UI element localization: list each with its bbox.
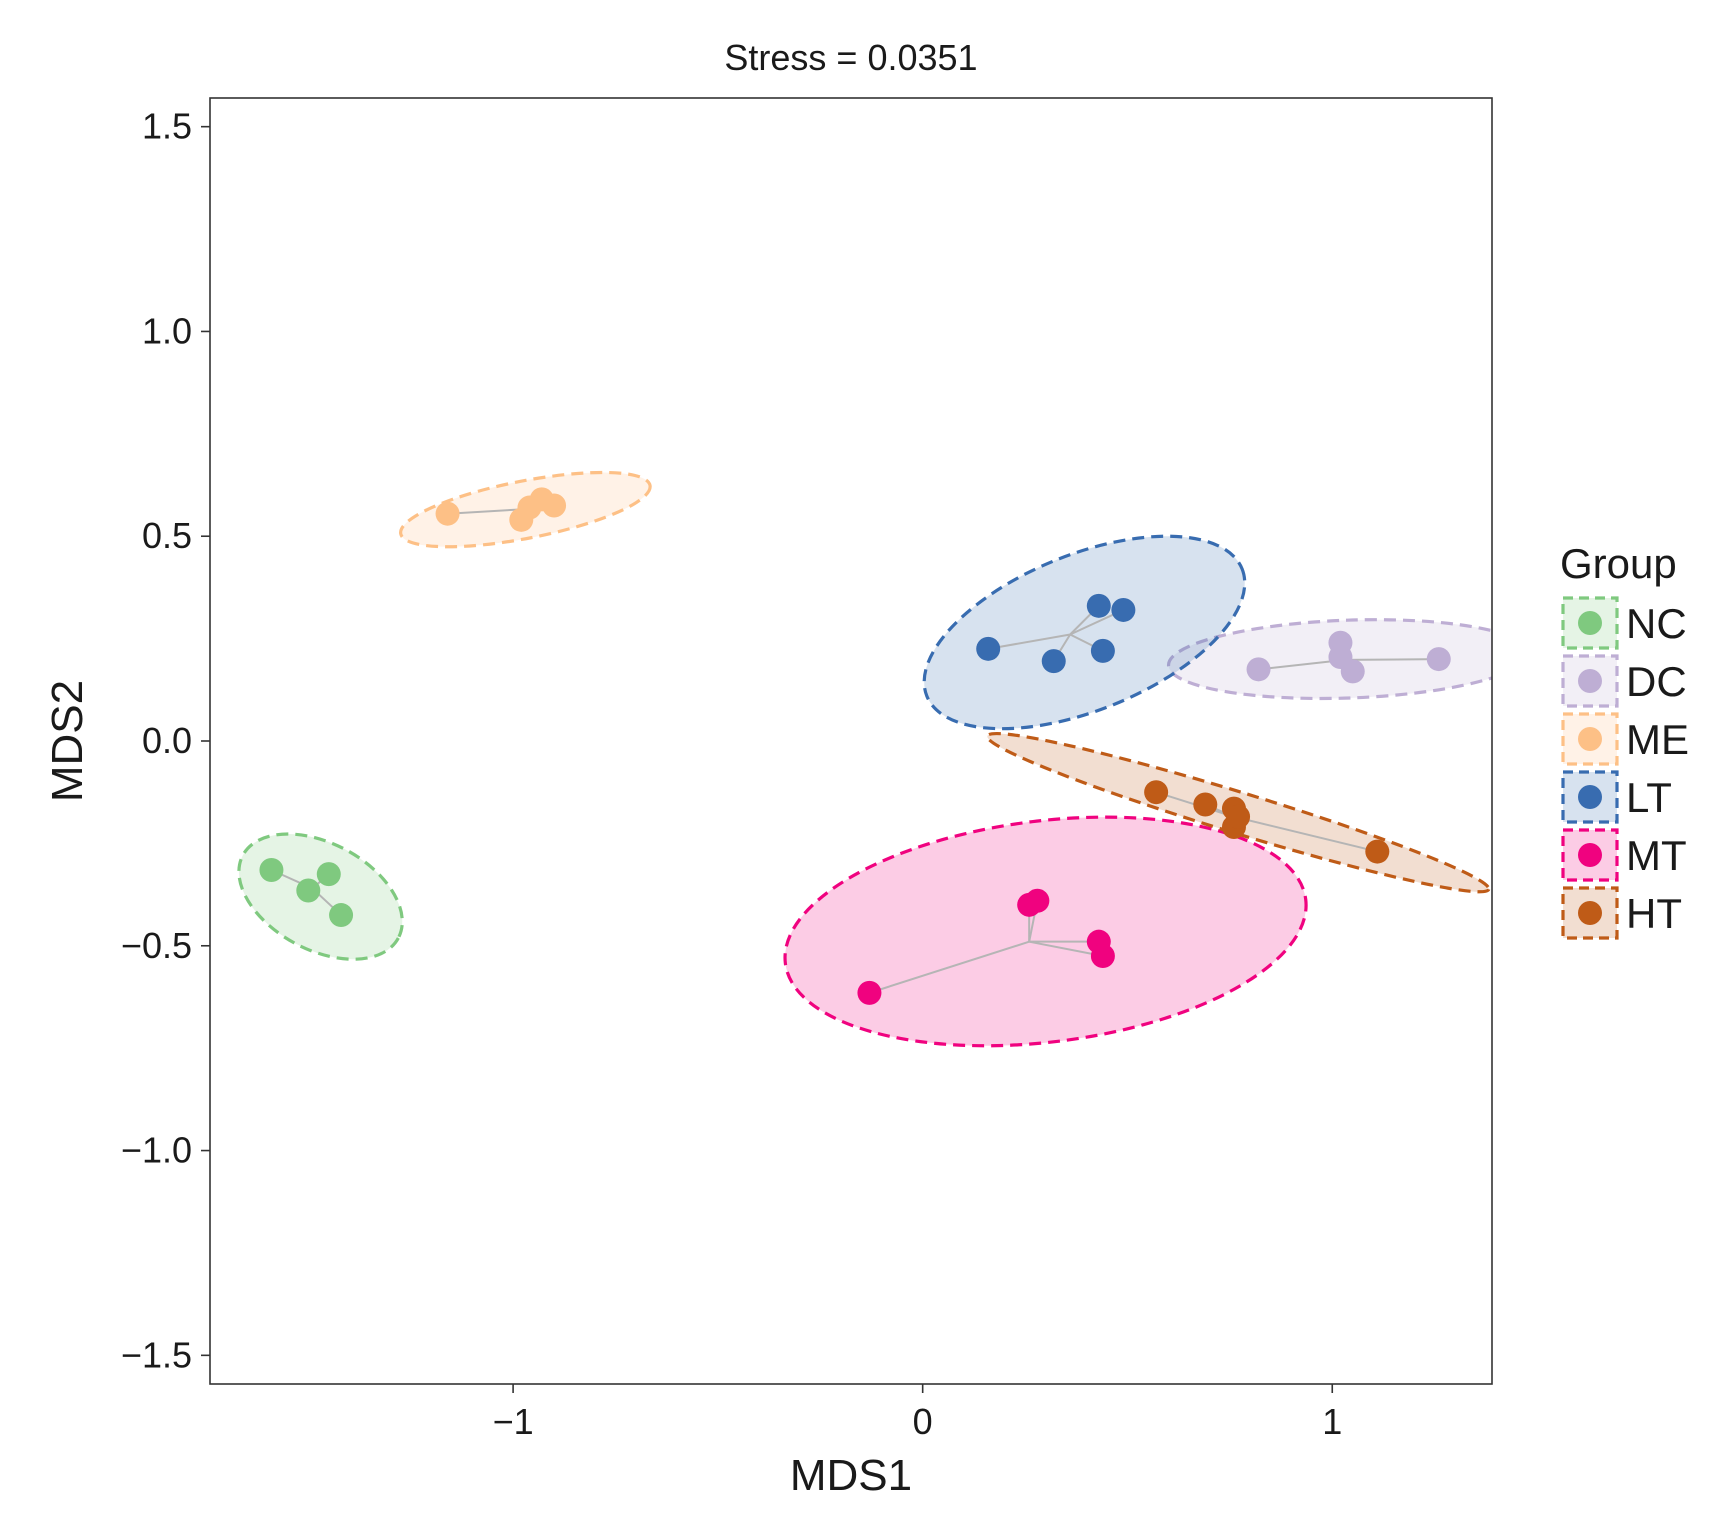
y-axis: −1.5 −1.0 −0.5 0.0 0.5 1.0 1.5 — [121, 106, 210, 1375]
spider-line-lt — [988, 633, 1071, 650]
legend-dot-dc — [1578, 669, 1602, 693]
legend-label-lt: LT — [1626, 774, 1672, 821]
legend-label-me: ME — [1626, 716, 1689, 763]
spider-line-mt — [1028, 940, 1104, 957]
x-axis-title: MDS1 — [790, 1451, 912, 1500]
legend-item-dc: DC — [1561, 654, 1687, 708]
y-tick-label: −1.5 — [121, 1334, 192, 1375]
point-mt — [1025, 888, 1050, 913]
y-tick-label: 0.0 — [142, 720, 192, 761]
point-dc — [1340, 659, 1365, 684]
legend-label-dc: DC — [1626, 658, 1687, 705]
legend-item-ht: HT — [1561, 886, 1682, 940]
legend-label-mt: MT — [1626, 832, 1687, 879]
legend-label-nc: NC — [1626, 600, 1687, 647]
point-lt — [1086, 593, 1111, 618]
legend: Group NC DC ME LT MT HT — [1560, 540, 1689, 940]
point-me — [435, 501, 460, 526]
spider-line-ht — [1233, 815, 1378, 853]
point-ht — [1226, 804, 1251, 829]
point-ht — [1144, 780, 1169, 805]
legend-dot-ht — [1578, 901, 1602, 925]
plot-frame — [209, 97, 1493, 1385]
point-layer — [259, 487, 1451, 1005]
point-ht — [1365, 839, 1390, 864]
point-nc — [329, 903, 354, 928]
spider-line-mt — [869, 940, 1030, 994]
point-ht — [1193, 792, 1218, 817]
point-nc — [296, 878, 321, 903]
spider-line-dc — [1344, 658, 1439, 661]
point-mt — [857, 980, 882, 1005]
legend-dot-me — [1578, 727, 1602, 751]
legend-item-lt: LT — [1561, 770, 1672, 824]
legend-label-ht: HT — [1626, 890, 1682, 937]
point-lt — [1041, 649, 1066, 674]
point-me — [542, 493, 567, 518]
legend-dot-lt — [1578, 785, 1602, 809]
y-tick-label: −1.0 — [121, 1130, 192, 1171]
y-tick-label: 0.5 — [142, 515, 192, 556]
point-dc — [1426, 647, 1451, 672]
ellipse-mt — [783, 815, 1308, 1048]
x-tick-label: −1 — [493, 1401, 534, 1442]
ellipse-layer — [237, 470, 1492, 1048]
point-dc — [1246, 657, 1271, 682]
y-tick-label: −0.5 — [121, 925, 192, 966]
y-axis-title: MDS2 — [43, 680, 92, 802]
y-tick-label: 1.5 — [142, 106, 192, 147]
x-tick-label: 0 — [913, 1401, 933, 1442]
x-tick-label: 1 — [1322, 1401, 1342, 1442]
point-nc — [316, 862, 341, 887]
legend-item-mt: MT — [1561, 828, 1687, 882]
point-lt — [1090, 638, 1115, 663]
point-lt — [1111, 597, 1136, 622]
legend-item-me: ME — [1561, 712, 1689, 766]
legend-dot-mt — [1578, 843, 1602, 867]
ellipse-lt — [922, 534, 1247, 731]
chart-title: Stress = 0.0351 — [724, 37, 977, 78]
legend-item-nc: NC — [1561, 596, 1687, 650]
point-mt — [1090, 944, 1115, 969]
point-lt — [976, 636, 1001, 661]
y-tick-label: 1.0 — [142, 310, 192, 351]
point-nc — [259, 858, 284, 883]
legend-dot-nc — [1578, 611, 1602, 635]
legend-title: Group — [1560, 540, 1677, 587]
x-axis: −1 0 1 — [493, 1384, 1342, 1442]
